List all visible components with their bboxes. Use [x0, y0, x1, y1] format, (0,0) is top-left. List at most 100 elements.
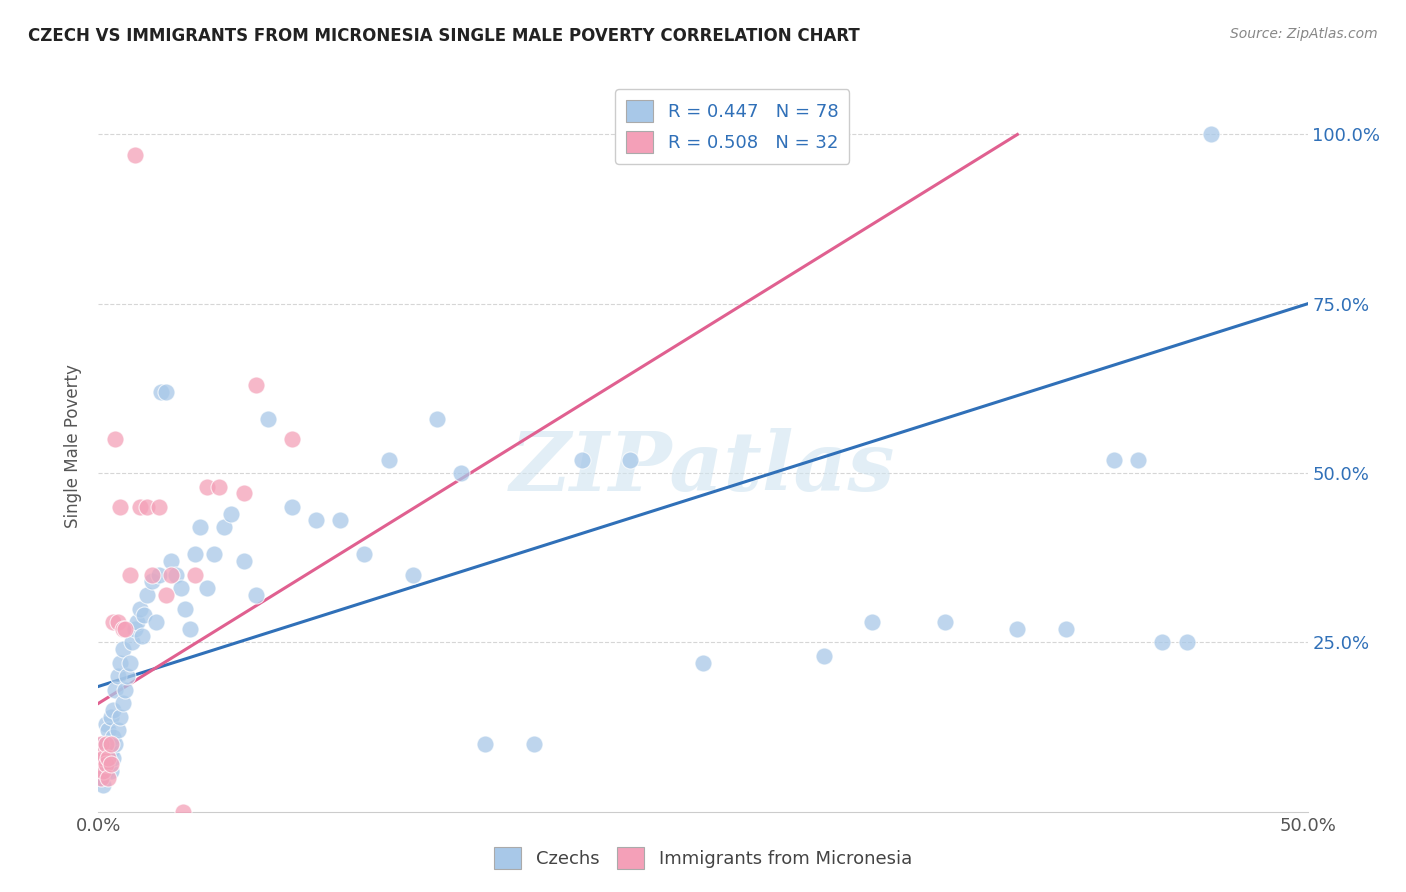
Point: [101, 703, 124, 717]
Point: [232, 554, 254, 568]
Point: [111, 697, 134, 711]
Point: [107, 615, 129, 629]
Point: [169, 581, 191, 595]
Point: [97, 723, 120, 738]
Point: [94, 750, 117, 764]
Point: [195, 581, 218, 595]
Point: [94, 757, 117, 772]
Point: [353, 547, 375, 561]
Point: [160, 554, 183, 568]
Point: [141, 574, 163, 589]
Point: [124, 622, 146, 636]
Point: [134, 608, 156, 623]
Point: [90, 750, 112, 764]
Point: [90, 750, 112, 764]
Point: [114, 682, 136, 697]
Point: [94, 737, 117, 751]
Point: [104, 432, 127, 446]
Y-axis label: Single Male Poverty: Single Male Poverty: [65, 364, 83, 528]
Point: [127, 615, 149, 629]
Point: [571, 452, 593, 467]
Point: [118, 656, 141, 670]
Point: [101, 730, 124, 744]
Point: [1128, 452, 1150, 467]
Point: [100, 764, 122, 778]
Point: [135, 500, 157, 514]
Point: [692, 656, 714, 670]
Point: [813, 648, 835, 663]
Point: [184, 547, 207, 561]
Point: [101, 750, 124, 764]
Point: [91, 750, 114, 764]
Point: [101, 615, 124, 629]
Point: [377, 452, 399, 467]
Point: [172, 805, 194, 819]
Point: [121, 635, 143, 649]
Point: [619, 452, 641, 467]
Point: [860, 615, 883, 629]
Point: [90, 771, 112, 785]
Point: [245, 378, 267, 392]
Point: [208, 480, 231, 494]
Point: [100, 744, 122, 758]
Point: [108, 710, 131, 724]
Point: [90, 737, 112, 751]
Point: [221, 507, 243, 521]
Point: [90, 771, 112, 785]
Point: [100, 737, 122, 751]
Point: [1199, 128, 1222, 142]
Point: [104, 682, 127, 697]
Point: [150, 384, 173, 399]
Point: [1054, 622, 1077, 636]
Point: [281, 500, 304, 514]
Point: [108, 656, 131, 670]
Point: [131, 629, 153, 643]
Point: [305, 514, 328, 528]
Point: [97, 750, 120, 764]
Point: [426, 412, 449, 426]
Point: [165, 567, 187, 582]
Point: [1175, 635, 1198, 649]
Point: [245, 588, 267, 602]
Point: [91, 757, 114, 772]
Point: [114, 622, 136, 636]
Point: [111, 622, 134, 636]
Point: [128, 500, 150, 514]
Point: [104, 737, 127, 751]
Point: [204, 547, 226, 561]
Point: [179, 622, 201, 636]
Point: [256, 412, 278, 426]
Point: [100, 757, 122, 772]
Point: [97, 771, 120, 785]
Point: [107, 723, 129, 738]
Point: [118, 567, 141, 582]
Text: Source: ZipAtlas.com: Source: ZipAtlas.com: [1230, 27, 1378, 41]
Point: [174, 601, 197, 615]
Point: [111, 642, 134, 657]
Point: [91, 764, 114, 778]
Point: [184, 567, 207, 582]
Point: [232, 486, 254, 500]
Point: [135, 588, 157, 602]
Point: [160, 567, 183, 582]
Point: [402, 567, 425, 582]
Point: [281, 432, 304, 446]
Point: [107, 669, 129, 683]
Point: [94, 737, 117, 751]
Point: [212, 520, 235, 534]
Point: [188, 520, 211, 534]
Point: [128, 601, 150, 615]
Point: [474, 737, 496, 751]
Point: [1007, 622, 1029, 636]
Point: [523, 737, 546, 751]
Point: [94, 716, 117, 731]
Point: [329, 514, 352, 528]
Point: [94, 764, 117, 778]
Text: CZECH VS IMMIGRANTS FROM MICRONESIA SINGLE MALE POVERTY CORRELATION CHART: CZECH VS IMMIGRANTS FROM MICRONESIA SING…: [28, 27, 860, 45]
Point: [145, 615, 167, 629]
Point: [155, 588, 177, 602]
Point: [97, 744, 120, 758]
Point: [91, 737, 114, 751]
Point: [108, 500, 131, 514]
Point: [141, 567, 163, 582]
